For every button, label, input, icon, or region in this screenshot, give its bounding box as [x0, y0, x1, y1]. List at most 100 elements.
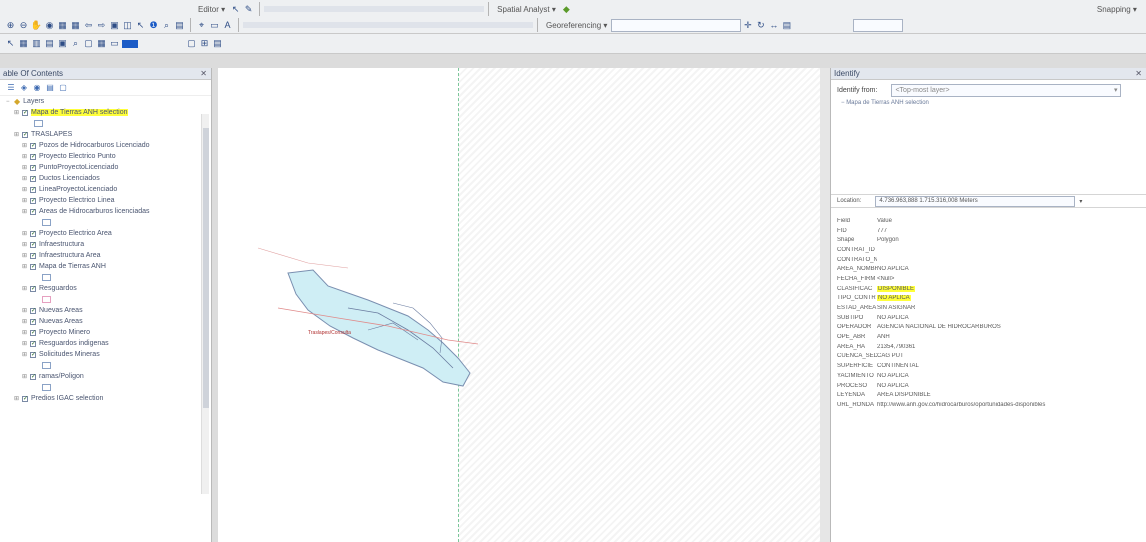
toc-scroll-thumb[interactable] — [203, 128, 209, 408]
attribute-row[interactable]: SUPERFICIE CONTINENTAL — [837, 361, 1140, 371]
scale-input[interactable] — [853, 18, 904, 32]
model-icon[interactable]: ▭ — [110, 38, 119, 48]
attribute-row[interactable]: AREA_NOMBR NO APLICA — [837, 264, 1140, 274]
layer-checkbox[interactable]: ✓ — [30, 252, 37, 259]
result-expand-icon[interactable]: − — [841, 100, 845, 106]
location-dropdown-icon[interactable]: ▾ — [1079, 198, 1083, 205]
select-features-icon[interactable]: ▣ — [110, 19, 119, 30]
table-icon[interactable]: ▤ — [45, 38, 54, 48]
attribute-row[interactable]: YACIMIENTO NO APLICA — [837, 371, 1140, 381]
layer-checkbox[interactable]: ✓ — [22, 395, 29, 402]
select-tool-icon[interactable]: ↖ — [6, 38, 15, 48]
identify-icon[interactable]: ❶ — [149, 19, 158, 30]
zoom-out-icon[interactable]: ⊖ — [19, 19, 28, 30]
layer-symbol-icon[interactable] — [42, 274, 51, 281]
layer-item[interactable]: ⊞ ✓ Mapa de Tierras ANH selection — [0, 107, 211, 118]
layer-item[interactable]: ⊞ ✓ Proyecto Electrico Linea — [0, 195, 211, 206]
toc-close-icon[interactable]: ✕ — [200, 69, 207, 78]
georef-tool-1-icon[interactable]: ✛ — [744, 19, 752, 30]
attribute-row[interactable]: CUENCA_SED CAG PUT — [837, 352, 1140, 362]
layer-checkbox[interactable]: ✓ — [30, 164, 37, 171]
georef-tool-4-icon[interactable]: ▤ — [782, 19, 792, 30]
layer-item[interactable]: ⊞ ✓ Infraestructura — [0, 239, 211, 250]
layer-item[interactable]: ⊞ ✓ Nuevas Areas — [0, 305, 211, 316]
zoom-in-icon[interactable]: ⊕ — [6, 19, 15, 30]
layer-item[interactable]: ⊞ ✓ Proyecto Electrico Area — [0, 228, 211, 239]
spatial-analyst-menu[interactable]: Spatial Analyst ▾ — [497, 4, 556, 14]
layer-checkbox[interactable]: ✓ — [30, 175, 37, 182]
options-icon[interactable]: ▢ — [59, 83, 67, 92]
attribute-row[interactable]: ESTAD_AREA SIN ASIGNAR — [837, 303, 1140, 313]
collapse-icon[interactable]: − — [6, 98, 10, 105]
layer-symbol-icon[interactable] — [34, 120, 43, 127]
list-by-selection-icon[interactable]: ▤ — [46, 83, 54, 92]
layer-item[interactable]: ⊞ ✓ Resguardos indigenas — [0, 338, 211, 349]
layer-item[interactable]: ⊞ ✓ PuntoProyectoLicenciado — [0, 162, 211, 173]
layer-item[interactable]: ⊞ ✓ Mapa de Tierras ANH — [0, 261, 211, 272]
layer-symbol-icon[interactable] — [42, 296, 51, 303]
measure-icon[interactable]: ▤ — [175, 19, 184, 30]
layer-item[interactable]: ⊞ ✓ Infraestructura Area — [0, 250, 211, 261]
georef-tool-2-icon[interactable]: ↻ — [757, 19, 765, 30]
attribute-row[interactable]: LEYENDA AREA DISPONIBLE — [837, 390, 1140, 400]
attribute-row[interactable]: TIPO_CONTR NO APLICA — [837, 294, 1140, 304]
expand-icon[interactable]: ⊞ — [22, 154, 28, 160]
attribute-row[interactable]: CLASIFICAC DISPONIBLE — [837, 284, 1140, 294]
expand-icon[interactable]: ⊞ — [14, 396, 20, 402]
expand-icon[interactable]: ⊞ — [22, 341, 28, 347]
select-elements-icon[interactable]: ↖ — [136, 19, 145, 30]
layer-item[interactable]: ⊞ ✓ Resguardos — [0, 283, 211, 294]
layout-icon[interactable]: ▦ — [19, 38, 28, 48]
layer-checkbox[interactable]: ✓ — [30, 263, 37, 270]
layer-symbol-icon[interactable] — [42, 362, 51, 369]
layout-pan-icon[interactable]: ⊞ — [200, 38, 209, 48]
editor-menu[interactable]: Editor ▾ — [198, 4, 226, 14]
layer-checkbox[interactable]: ✓ — [30, 208, 37, 215]
layer-checkbox[interactable]: ✓ — [30, 230, 37, 237]
attribute-row[interactable]: PROCESO NO APLICA — [837, 381, 1140, 391]
layer-checkbox[interactable]: ✓ — [30, 373, 37, 380]
expand-icon[interactable]: ⊞ — [22, 209, 28, 215]
python-icon[interactable]: ▢ — [84, 38, 93, 48]
attribute-row[interactable]: FECHA_FIRM <Null> — [837, 274, 1140, 284]
layout-page-icon[interactable]: ▤ — [213, 38, 222, 48]
layer-symbol-icon[interactable] — [42, 219, 51, 226]
layer-checkbox[interactable]: ✓ — [30, 142, 37, 149]
expand-icon[interactable]: ⊞ — [22, 242, 28, 248]
layer-item[interactable]: ⊞ ✓ Nuevas Areas — [0, 316, 211, 327]
layer-checkbox[interactable]: ✓ — [30, 307, 37, 314]
layer-item[interactable]: ⊞ ✓ Pozos de Hidrocarburos Licenciado — [0, 140, 211, 151]
layer-checkbox[interactable]: ✓ — [30, 318, 37, 325]
layer-item[interactable]: ⊞ ✓ ramas/Poligon — [0, 371, 211, 382]
pan-icon[interactable]: ✋ — [30, 19, 43, 30]
layer-item[interactable]: ⊞ ✓ Proyecto Minero — [0, 327, 211, 338]
graph-icon[interactable]: ▥ — [32, 38, 41, 48]
layer-item[interactable]: ⊞ ✓ Ductos Licenciados — [0, 173, 211, 184]
catalog-icon[interactable]: ▣ — [58, 38, 67, 48]
highlight-tool-icon[interactable] — [122, 39, 138, 48]
layer-checkbox[interactable]: ✓ — [30, 340, 37, 347]
expand-icon[interactable]: ⊞ — [22, 187, 28, 193]
layer-checkbox[interactable]: ✓ — [30, 285, 37, 292]
back-icon[interactable]: ⇦ — [84, 19, 93, 30]
fixed-zoom-in-icon[interactable]: ▦ — [58, 19, 67, 30]
clear-selection-icon[interactable]: ◫ — [123, 19, 132, 30]
attribute-row[interactable]: URL_RONDA http://www.anh.gov.co/hidrocarb… — [837, 400, 1140, 410]
expand-icon[interactable]: ⊞ — [22, 176, 28, 182]
expand-icon[interactable]: ⊞ — [22, 264, 28, 270]
search-icon[interactable]: ⌕ — [72, 38, 79, 48]
expand-icon[interactable]: ⊞ — [22, 231, 28, 237]
layer-item[interactable]: ⊞ ✓ LineaProyectoLicenciado — [0, 184, 211, 195]
panel-splitter[interactable] — [820, 68, 830, 542]
layer-checkbox[interactable]: ✓ — [30, 197, 37, 204]
attribute-row[interactable]: OPE_ABR ANH — [837, 332, 1140, 342]
expand-icon[interactable]: ⊞ — [22, 308, 28, 314]
expand-icon[interactable]: ⊞ — [22, 286, 28, 292]
expand-icon[interactable]: ⊞ — [22, 253, 28, 259]
fixed-zoom-out-icon[interactable]: ▦ — [71, 19, 80, 30]
find-icon[interactable]: ⌕ — [163, 19, 170, 30]
go-to-xy-icon[interactable]: ⌖ — [198, 19, 205, 30]
identify-from-select[interactable]: <Top-most layer> ▾ — [891, 83, 1122, 97]
expand-icon[interactable]: ⊞ — [22, 319, 28, 325]
layer-item[interactable]: ⊞ ✓ Areas de Hidrocarburos licenciadas — [0, 206, 211, 217]
